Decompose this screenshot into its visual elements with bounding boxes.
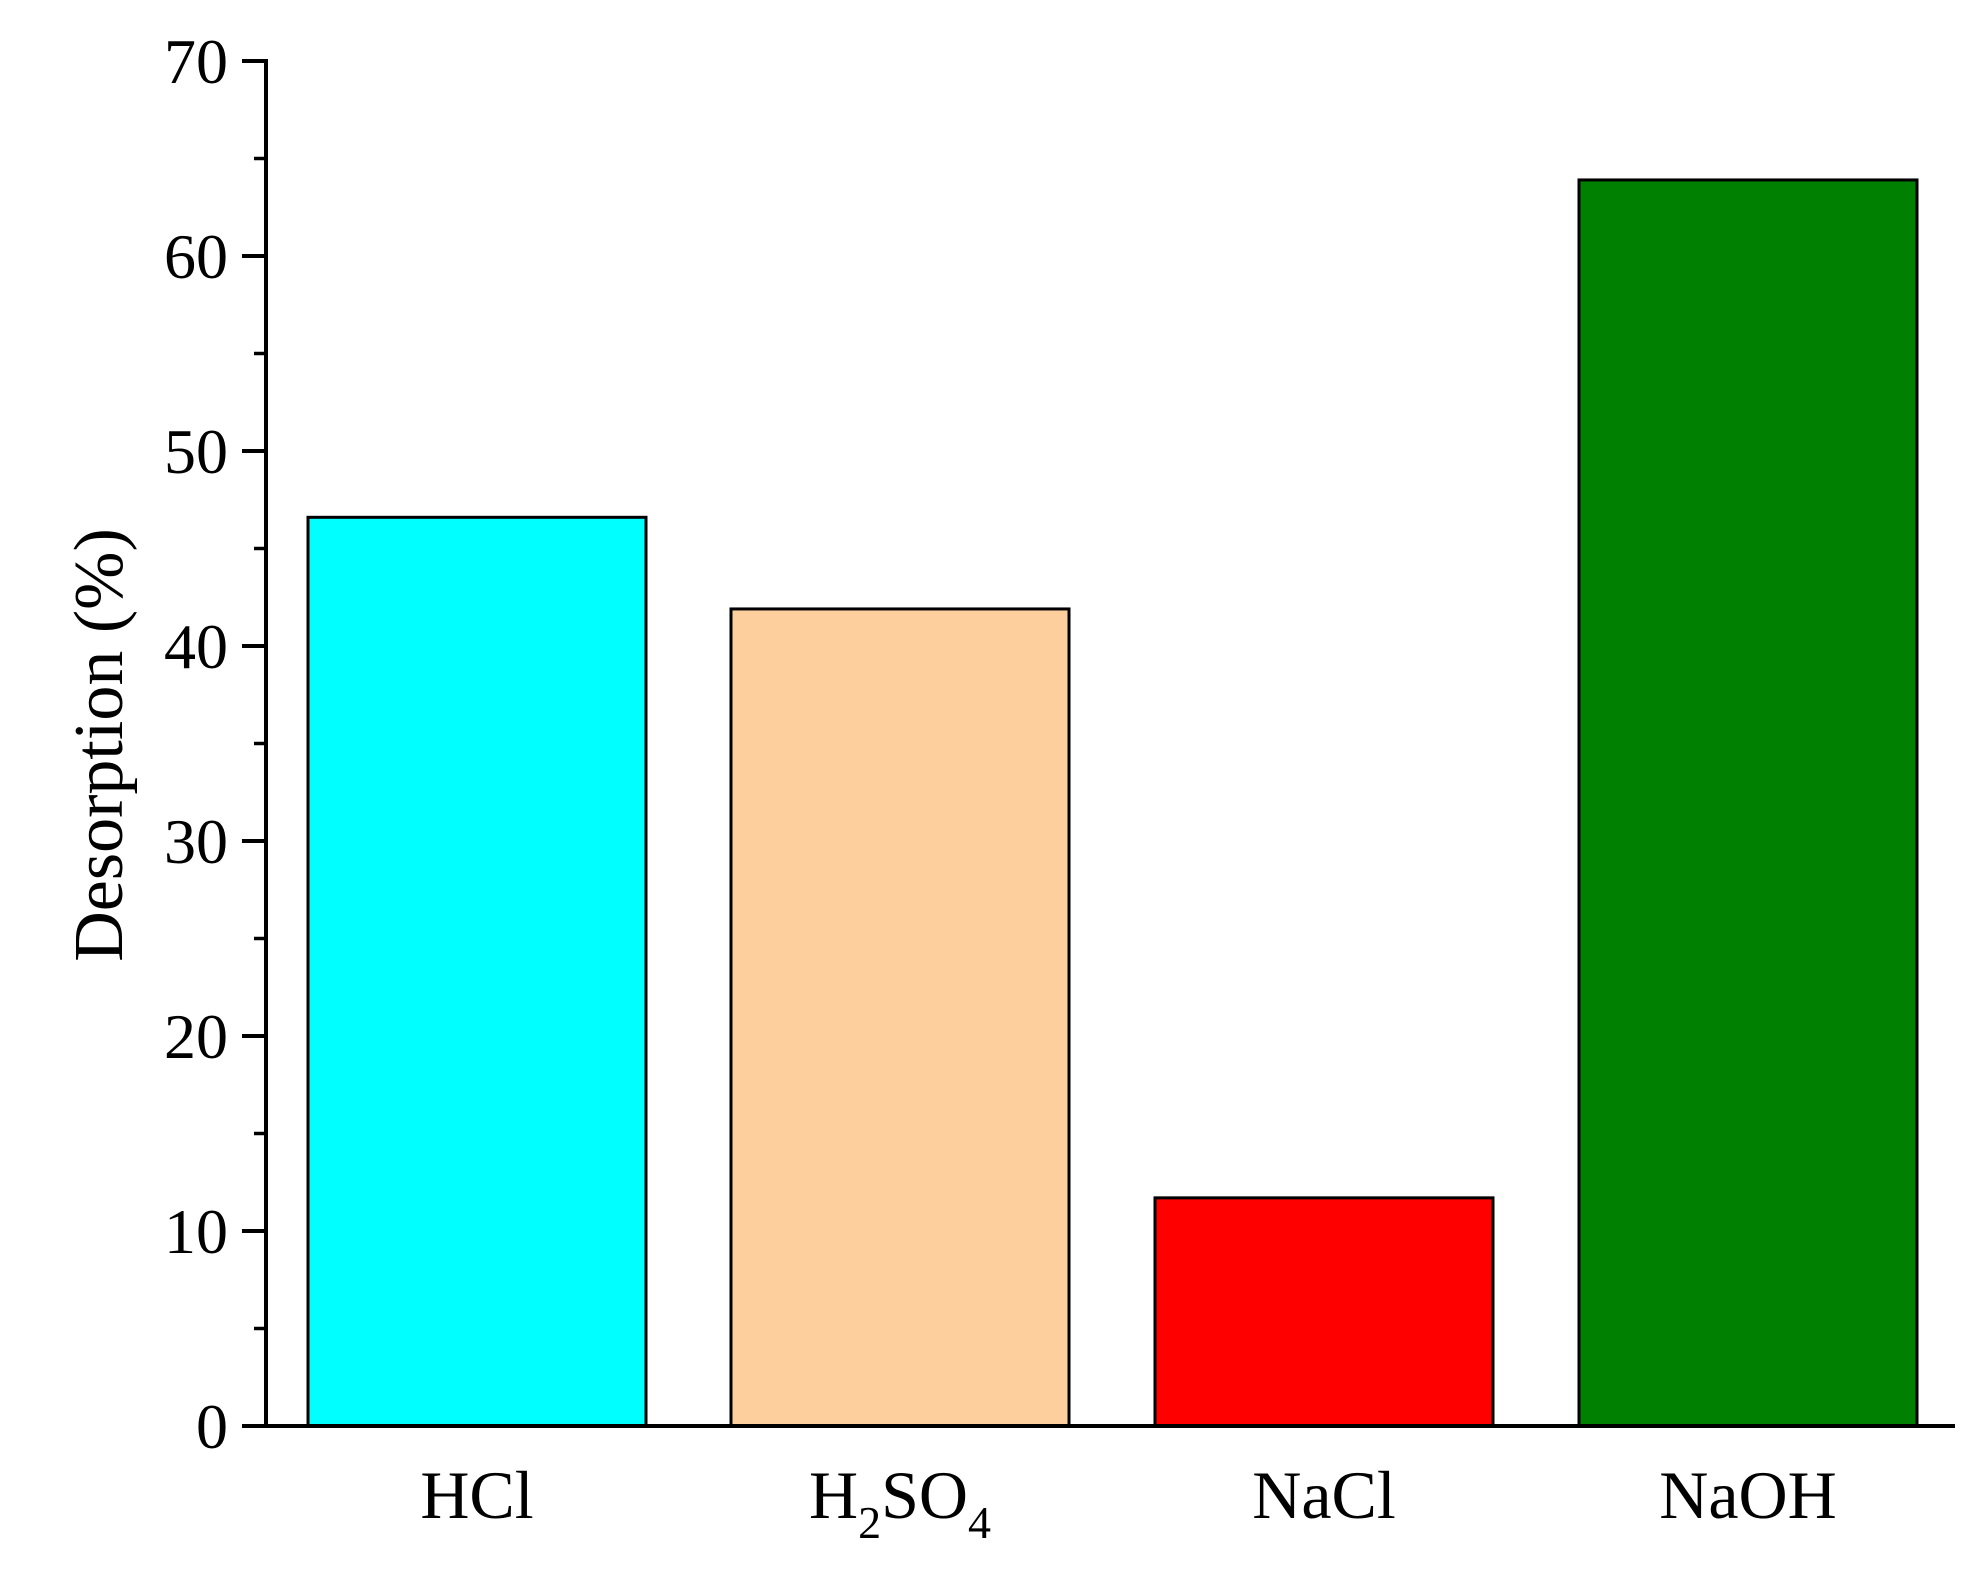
bar-hcl — [306, 515, 648, 1428]
x-axis: HCl H2SO4 NaCl NaOH — [264, 1424, 1955, 1548]
y-tick-label: 70 — [164, 26, 228, 97]
bar-h2so4 — [729, 607, 1071, 1428]
y-tick-label: 50 — [164, 416, 228, 487]
y-tick-label: 10 — [164, 1196, 228, 1267]
y-axis: 0 10 20 30 40 50 60 70 — [164, 26, 268, 1462]
y-tick-label: 0 — [196, 1391, 228, 1462]
y-tick-label: 20 — [164, 1001, 228, 1072]
y-tick-label: 40 — [164, 611, 228, 682]
x-tick-label-hcl: HCl — [420, 1457, 533, 1533]
bar-naoh — [1577, 178, 1919, 1428]
x-tick-label-naoh: NaOH — [1659, 1457, 1837, 1533]
y-tick-label: 60 — [164, 221, 228, 292]
bar-nacl — [1153, 1196, 1495, 1428]
x-tick-label-h2so4: H2SO4 — [809, 1457, 991, 1548]
bars — [306, 178, 1919, 1428]
y-tick-label: 30 — [164, 806, 228, 877]
x-tick-label-nacl: NaCl — [1252, 1457, 1396, 1533]
y-axis-title: Desorption (%) — [61, 528, 138, 962]
